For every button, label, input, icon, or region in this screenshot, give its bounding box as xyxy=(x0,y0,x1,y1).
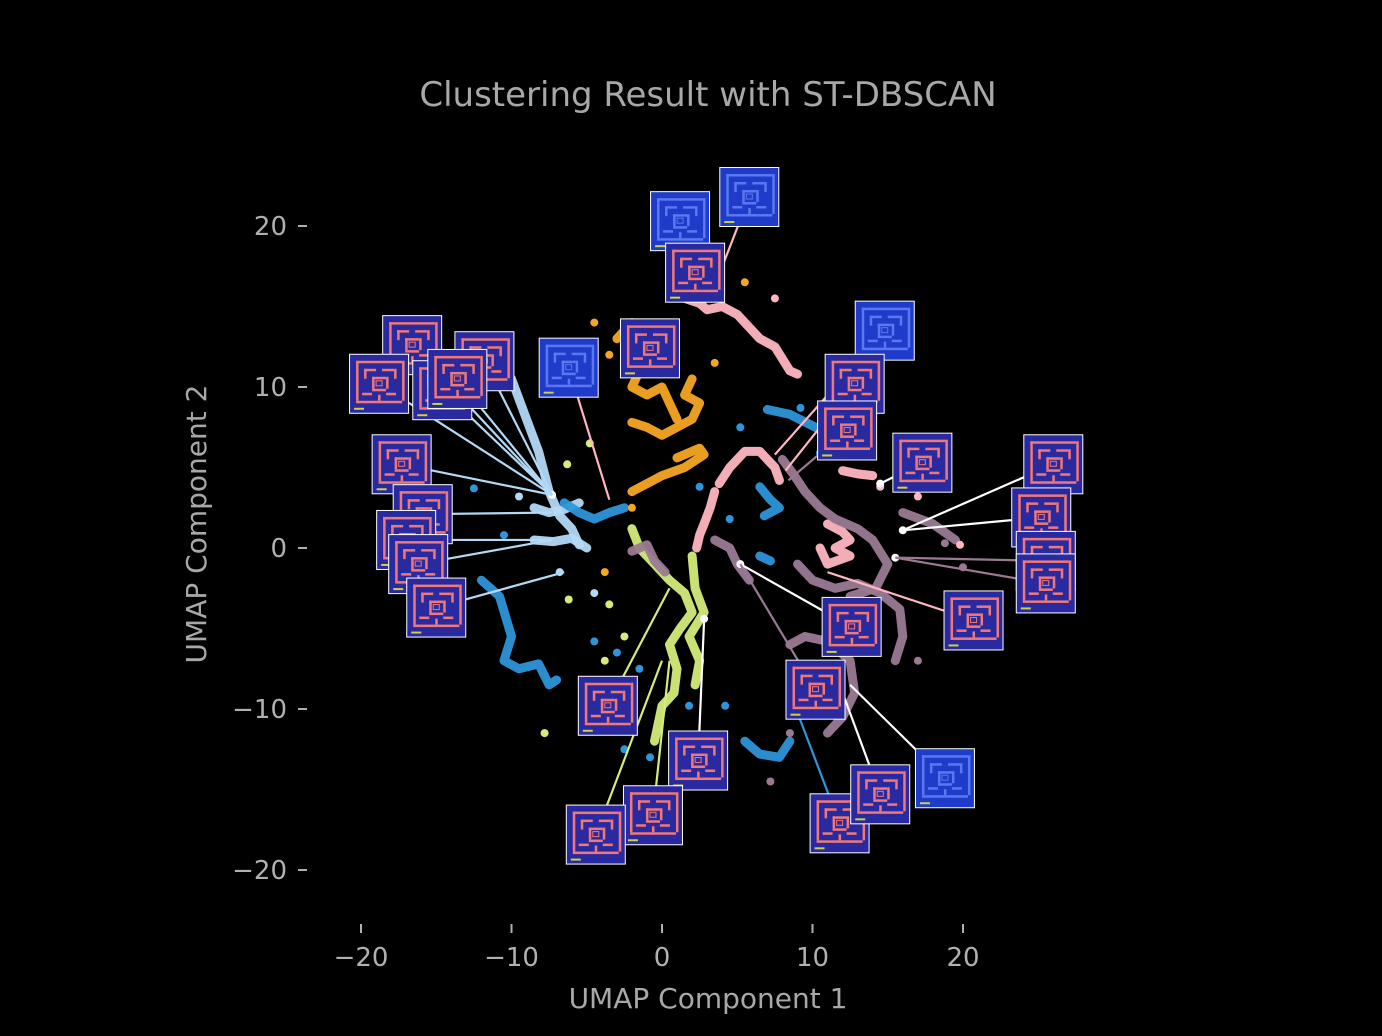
series-1-path-3 xyxy=(815,519,855,569)
x-axis-label: UMAP Component 1 xyxy=(569,982,848,1015)
series-3-point-4 xyxy=(635,664,644,673)
series-3-point-0 xyxy=(469,484,478,493)
y-tick-label-0: −20 xyxy=(232,856,287,886)
series-2-point-1 xyxy=(515,492,523,501)
x-tick-label-0: −20 xyxy=(334,943,389,973)
maze-thumbnail-7 xyxy=(892,432,953,493)
maze-thumbnail-19 xyxy=(1023,434,1084,495)
maze-thumbnail-4 xyxy=(854,300,915,361)
maze-thumbnail-26 xyxy=(577,675,638,736)
cluster-points xyxy=(469,270,967,786)
series-0-point-0 xyxy=(590,318,599,327)
series-3-point-11 xyxy=(695,482,704,491)
maze-thumbnail-6 xyxy=(817,400,878,461)
series-3-point-7 xyxy=(646,753,654,762)
series-3-path-4 xyxy=(740,736,795,762)
series-4-point-4 xyxy=(563,460,572,469)
series-5-point-1 xyxy=(785,729,794,738)
y-tick-label-1: −10 xyxy=(232,695,287,725)
series-0-point-4 xyxy=(600,568,609,577)
series-0-path-2 xyxy=(627,443,709,497)
maze-thumbnail-31 xyxy=(850,764,911,825)
x-tick-label-2: 0 xyxy=(654,943,671,973)
maze-thumbnail-13 xyxy=(427,348,488,409)
series-6-point-6 xyxy=(876,479,885,488)
series-5-point-0 xyxy=(766,777,775,786)
maze-thumbnail-24 xyxy=(821,596,882,657)
series-4-path-1 xyxy=(684,551,709,690)
maze-thumbnail-11 xyxy=(349,353,410,414)
series-3-path-5 xyxy=(755,551,775,566)
series-3-path-0 xyxy=(559,498,629,524)
series-3-point-15 xyxy=(721,701,730,710)
series-5-point-2 xyxy=(913,656,922,665)
series-5-path-5 xyxy=(898,508,960,545)
series-0-point-5 xyxy=(627,503,636,512)
y-tick-label-2: 0 xyxy=(270,534,287,564)
x-tick-label-1: −10 xyxy=(484,943,539,973)
x-axis: −20 −10 0 10 20 xyxy=(334,924,980,973)
maze-thumbnail-10 xyxy=(382,315,443,376)
series-0-point-1 xyxy=(605,350,614,359)
maze-thumbnail-27 xyxy=(668,730,729,791)
series-4-point-6 xyxy=(605,600,614,609)
series-1-point-4 xyxy=(956,540,964,549)
series-5-path-1 xyxy=(793,559,908,666)
maze-thumbnail-14 xyxy=(371,434,432,495)
series-3-path-3 xyxy=(755,482,784,521)
maze-thumbnail-3 xyxy=(619,318,680,379)
y-axis: −20 −10 0 10 20 xyxy=(232,212,307,886)
series-2-point-2 xyxy=(590,589,599,598)
maze-thumbnail-8 xyxy=(538,337,599,398)
series-3-point-12 xyxy=(725,515,734,523)
series-0-path-1 xyxy=(627,374,705,440)
chart-title: Clustering Result with ST-DBSCAN xyxy=(419,75,996,115)
series-3-point-2 xyxy=(590,637,599,646)
series-6-point-5 xyxy=(700,614,709,623)
series-4-point-2 xyxy=(564,595,573,604)
series-3-point-10 xyxy=(736,423,745,432)
series-1-path-1 xyxy=(714,446,784,489)
y-tick-label-4: 20 xyxy=(254,212,287,242)
x-tick-label-3: 10 xyxy=(796,943,829,973)
series-3-path-1 xyxy=(476,575,562,690)
maze-thumbnail-22 xyxy=(1015,553,1076,614)
series-3-point-8 xyxy=(796,403,805,412)
series-3-point-1 xyxy=(500,531,508,540)
series-4-path-0 xyxy=(627,524,697,746)
maze-thumbnail-29 xyxy=(565,804,626,865)
y-axis-label: UMAP Component 2 xyxy=(180,385,213,664)
series-1-point-3 xyxy=(913,492,922,501)
series-4-point-0 xyxy=(620,632,629,641)
series-3-point-5 xyxy=(685,701,694,710)
maze-thumbnail-23 xyxy=(943,590,1004,651)
series-5-path-4 xyxy=(627,540,670,577)
series-4-point-3 xyxy=(540,729,549,738)
maze-thumbnail-1 xyxy=(650,191,711,252)
series-1-point-1 xyxy=(770,294,779,303)
x-tick-label-4: 20 xyxy=(946,943,979,973)
series-4-point-1 xyxy=(600,656,609,665)
series-5-point-4 xyxy=(940,539,949,548)
series-0-point-2 xyxy=(710,358,719,367)
series-1-path-2 xyxy=(692,487,720,553)
series-3-point-3 xyxy=(612,648,621,657)
y-tick-label-3: 10 xyxy=(254,373,287,403)
series-1-path-0 xyxy=(680,293,802,379)
series-5-path-3 xyxy=(710,535,754,585)
maze-thumbnail-2 xyxy=(665,242,726,303)
maze-thumbnail-25 xyxy=(785,659,846,720)
maze-thumbnail-32 xyxy=(914,748,975,809)
maze-thumbnail-28 xyxy=(622,785,683,846)
series-5-path-0 xyxy=(777,454,893,601)
maze-thumbnail-18 xyxy=(406,577,467,638)
series-1-path-4 xyxy=(838,466,878,481)
annotation-thumbnails xyxy=(349,167,1084,865)
maze-thumbnail-0 xyxy=(719,167,780,228)
series-0-point-3 xyxy=(740,278,749,287)
